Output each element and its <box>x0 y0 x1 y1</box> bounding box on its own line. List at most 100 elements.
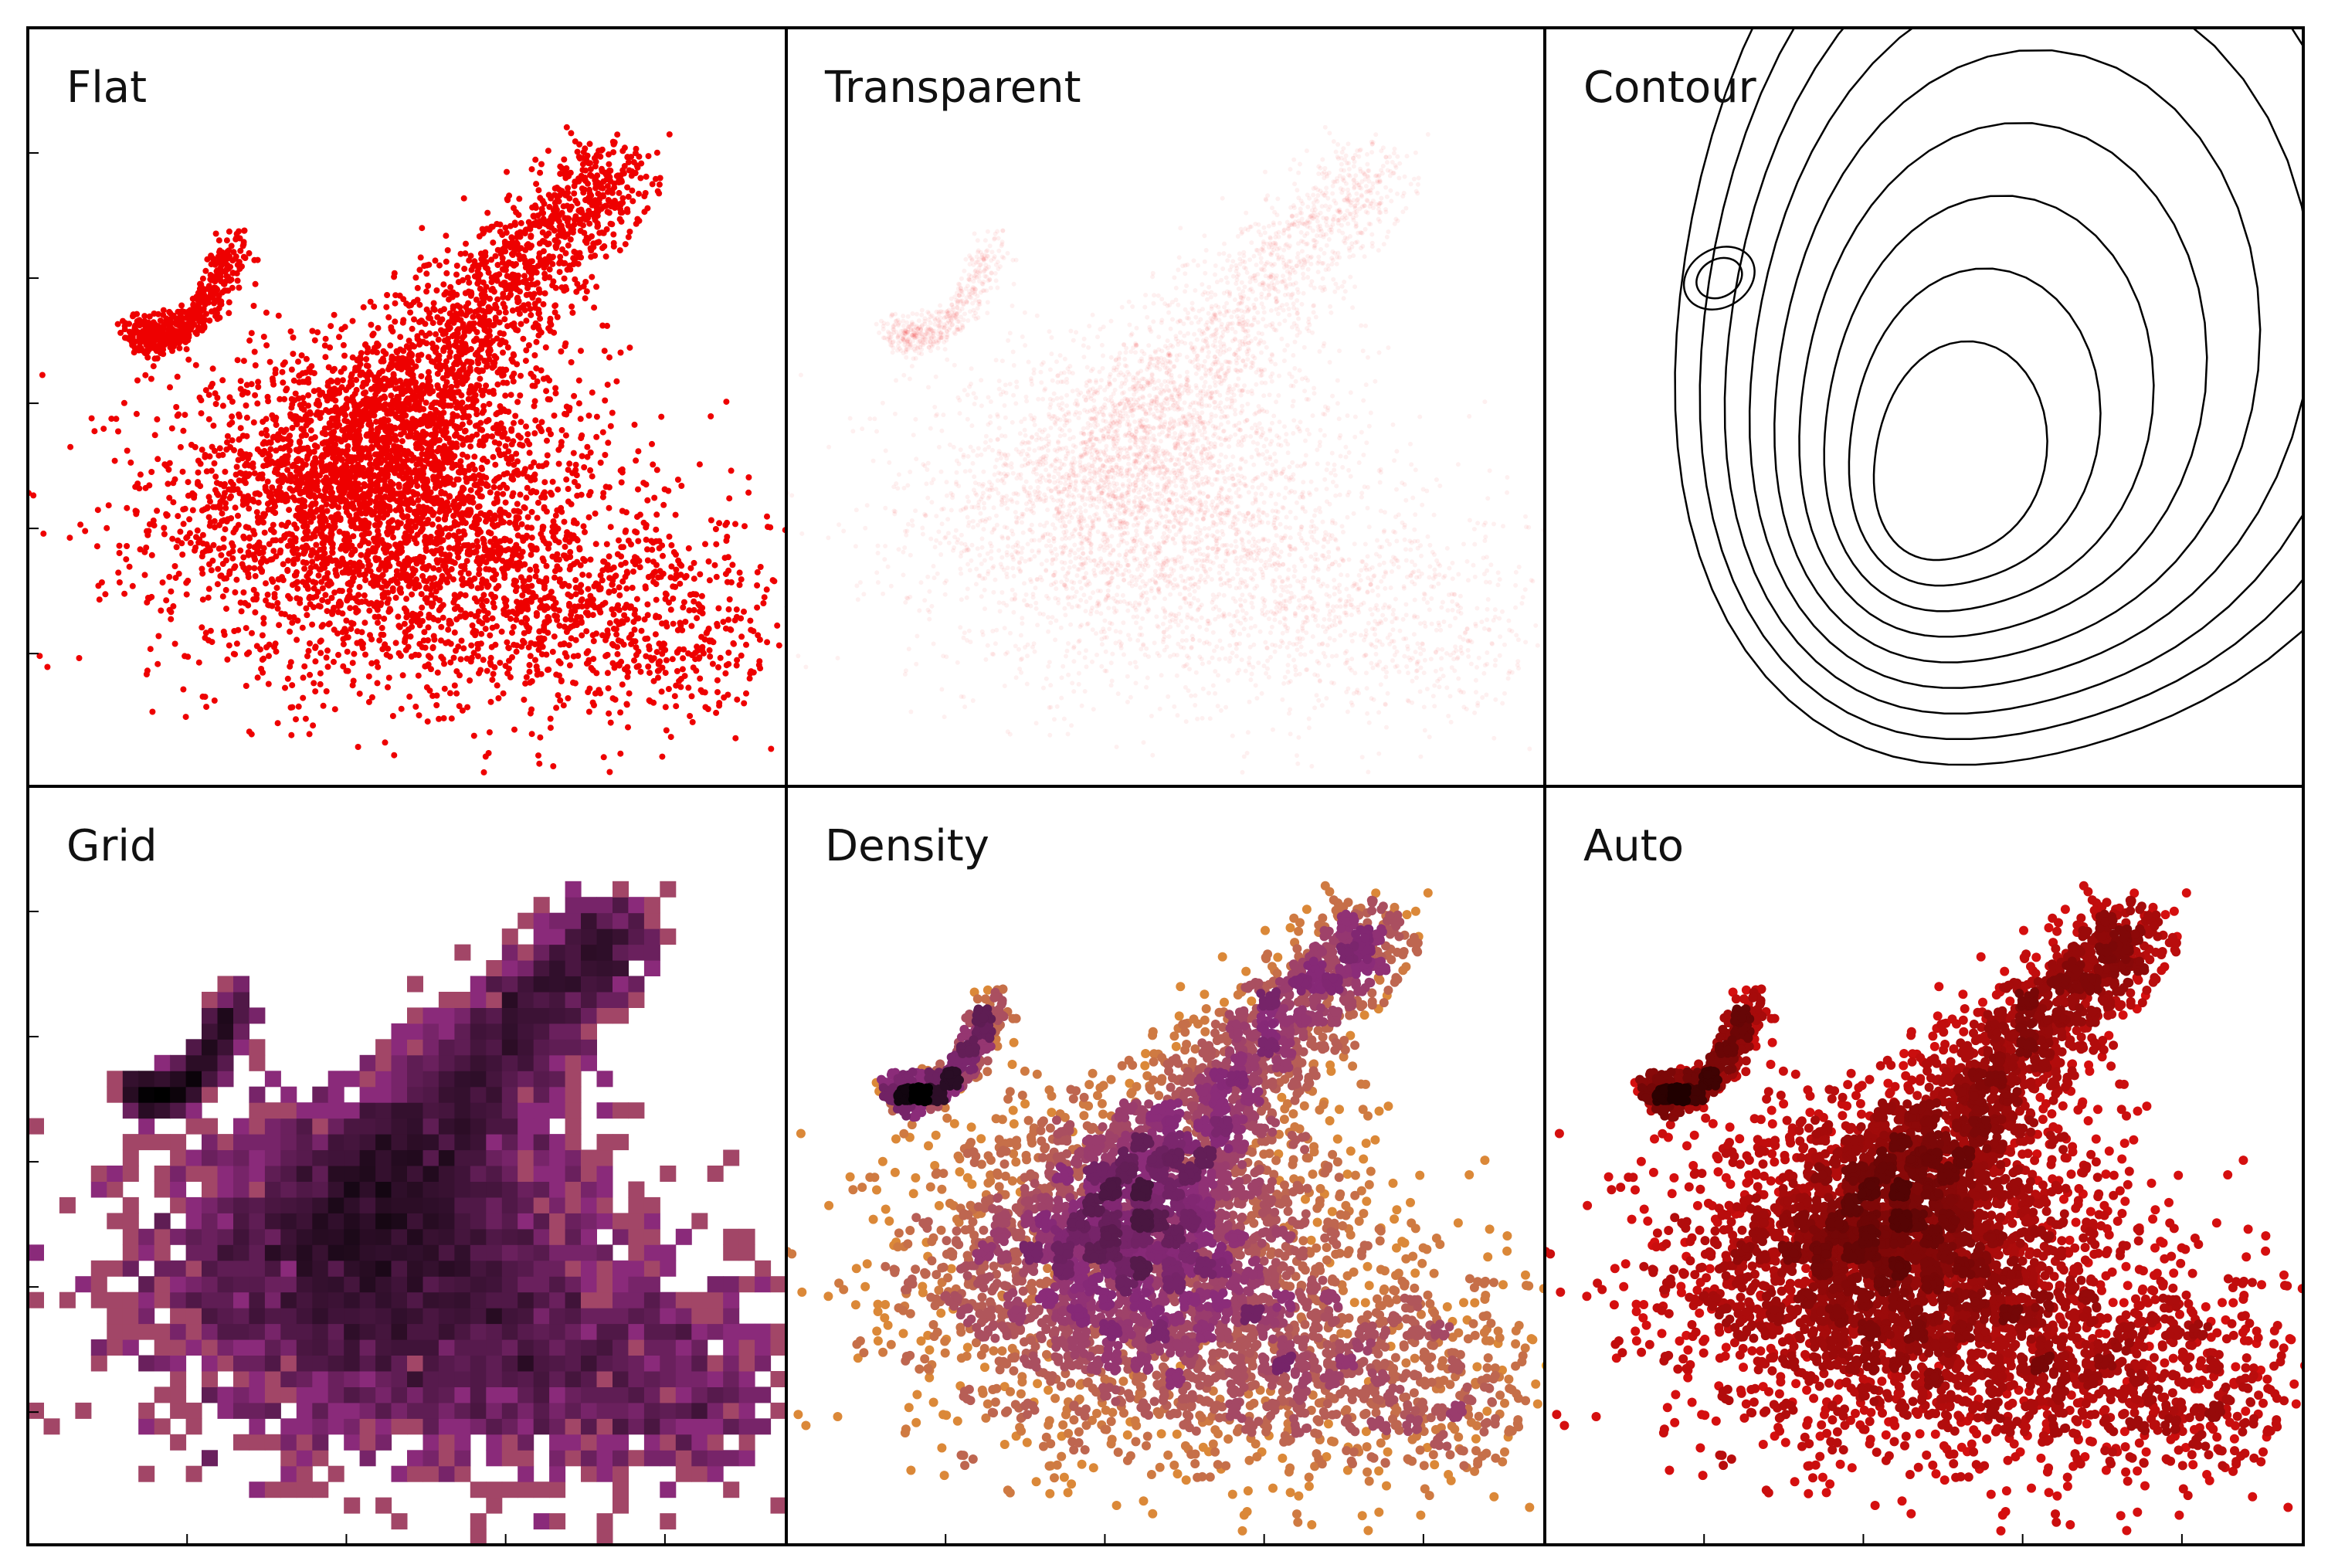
data-point <box>624 209 631 216</box>
data-point <box>426 539 433 546</box>
data-point <box>582 197 589 203</box>
data-point <box>312 563 319 570</box>
data-point <box>458 338 465 345</box>
data-point <box>219 402 226 409</box>
data-point <box>331 520 338 526</box>
data-point <box>317 680 324 687</box>
data-point <box>290 560 297 567</box>
data-point <box>280 445 287 452</box>
data-point <box>205 594 212 601</box>
data-point <box>545 148 551 154</box>
data-point <box>325 364 332 371</box>
data-point <box>362 389 369 396</box>
data-point <box>340 636 347 643</box>
data-point <box>307 427 314 434</box>
data-point <box>500 294 507 300</box>
data-point <box>307 640 313 647</box>
data-point <box>365 473 372 479</box>
data-point <box>435 336 442 343</box>
data-point <box>508 426 515 433</box>
data-point <box>619 199 626 206</box>
data-point <box>588 247 595 254</box>
data-point <box>521 504 528 511</box>
data-point <box>237 547 244 554</box>
data-point <box>192 545 199 551</box>
data-point <box>355 744 361 750</box>
data-point <box>208 567 215 574</box>
data-point <box>557 163 564 170</box>
data-point <box>335 651 341 658</box>
data-point <box>545 192 552 199</box>
data-point <box>444 321 451 328</box>
data-point <box>280 436 287 443</box>
data-point <box>545 545 551 552</box>
data-point <box>584 453 591 460</box>
data-point <box>243 433 250 440</box>
data-point <box>263 309 270 316</box>
data-point <box>91 428 98 435</box>
data-point <box>429 645 436 652</box>
data-point <box>255 499 262 506</box>
data-point <box>314 329 321 336</box>
data-point <box>271 460 278 467</box>
data-point <box>395 650 402 657</box>
data-point <box>555 486 562 493</box>
data-point <box>340 663 347 670</box>
data-point <box>531 290 538 297</box>
data-point <box>660 501 667 508</box>
data-point <box>337 515 344 521</box>
data-point <box>278 476 285 483</box>
data-point <box>203 704 210 711</box>
data-point <box>386 504 393 511</box>
data-point <box>453 382 460 389</box>
data-point <box>397 334 404 341</box>
data-point <box>510 249 517 256</box>
data-point <box>584 443 591 450</box>
data-point <box>212 504 219 511</box>
data-point <box>270 507 277 514</box>
data-point <box>562 340 569 347</box>
data-point <box>433 344 439 351</box>
data-point <box>104 524 110 531</box>
data-point <box>245 570 252 577</box>
data-point <box>243 414 250 421</box>
data-point <box>185 653 192 660</box>
data-point <box>351 390 358 397</box>
data-point <box>289 542 296 549</box>
data-point <box>236 436 243 443</box>
data-point <box>584 152 591 159</box>
data-point <box>555 460 562 467</box>
data-point <box>249 460 256 467</box>
data-point <box>631 421 638 428</box>
data-point <box>551 412 558 419</box>
data-point <box>504 344 511 351</box>
data-point <box>343 617 350 624</box>
data-point <box>337 469 344 476</box>
data-point <box>620 170 627 177</box>
data-point <box>199 565 205 572</box>
data-point <box>479 602 486 609</box>
data-point <box>656 181 663 188</box>
data-point <box>36 653 43 660</box>
data-point <box>349 412 356 419</box>
data-point <box>361 619 368 626</box>
data-point <box>599 322 606 329</box>
data-point <box>309 621 316 628</box>
data-point <box>572 276 579 283</box>
data-point <box>467 443 474 450</box>
data-point <box>518 521 525 528</box>
data-point <box>219 377 226 384</box>
data-point <box>508 240 515 246</box>
data-point <box>205 585 212 592</box>
data-point <box>221 575 228 582</box>
data-point <box>528 508 535 515</box>
data-point <box>248 330 255 337</box>
data-point <box>542 344 549 351</box>
data-point <box>168 616 175 623</box>
data-point <box>309 547 316 554</box>
data-point <box>143 545 150 551</box>
data-point <box>453 271 460 278</box>
data-point <box>528 463 534 470</box>
data-point <box>409 623 416 630</box>
data-point <box>538 367 545 374</box>
